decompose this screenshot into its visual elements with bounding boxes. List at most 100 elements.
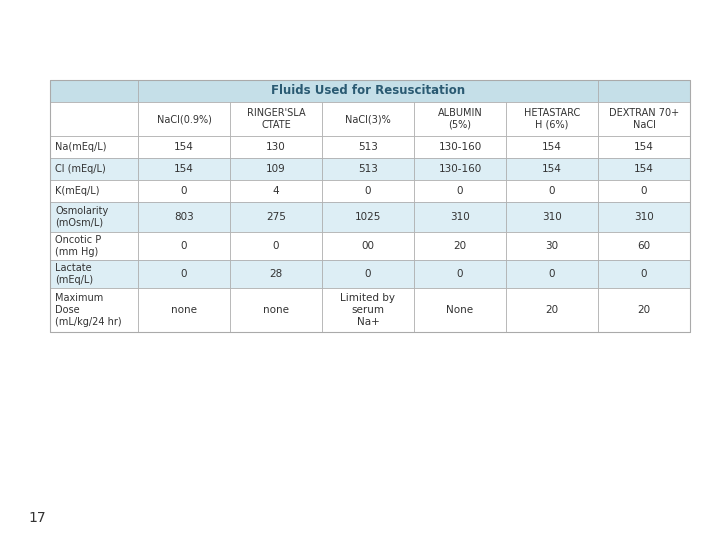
Bar: [598, 136, 690, 158]
Bar: [138, 202, 230, 232]
Bar: [322, 102, 414, 136]
Bar: [50, 158, 138, 180]
Text: RINGER'SLA
CTATE: RINGER'SLA CTATE: [247, 108, 305, 130]
Text: 0: 0: [641, 186, 647, 196]
Bar: [50, 80, 690, 332]
Bar: [50, 180, 138, 202]
Bar: [506, 102, 598, 136]
Text: 0: 0: [181, 269, 187, 279]
Text: 154: 154: [174, 142, 194, 152]
Text: none: none: [171, 305, 197, 315]
Bar: [138, 102, 230, 136]
Text: 310: 310: [450, 212, 470, 222]
Text: 0: 0: [456, 269, 463, 279]
Bar: [598, 102, 690, 136]
Bar: [230, 232, 322, 260]
Text: 0: 0: [273, 241, 279, 251]
Text: Lactate
(mEq/L): Lactate (mEq/L): [55, 263, 93, 285]
Text: 20: 20: [454, 241, 467, 251]
Bar: [138, 80, 598, 102]
Bar: [322, 136, 414, 158]
Text: Maximum
Dose
(mL/kg/24 hr): Maximum Dose (mL/kg/24 hr): [55, 293, 122, 327]
Bar: [506, 202, 598, 232]
Text: 154: 154: [174, 164, 194, 174]
Bar: [50, 102, 138, 136]
Text: Osmolarity
(mOsm/L): Osmolarity (mOsm/L): [55, 206, 108, 228]
Text: NaCl(3)%: NaCl(3)%: [345, 114, 391, 124]
Text: Cl (mEq/L): Cl (mEq/L): [55, 164, 106, 174]
Bar: [322, 180, 414, 202]
Text: 20: 20: [637, 305, 651, 315]
Bar: [598, 180, 690, 202]
Text: 0: 0: [549, 269, 555, 279]
Bar: [50, 232, 138, 260]
Bar: [138, 180, 230, 202]
Bar: [138, 232, 230, 260]
Bar: [50, 202, 138, 232]
Text: Fluids Used for Resuscitation: Fluids Used for Resuscitation: [271, 84, 465, 98]
Bar: [506, 158, 598, 180]
Bar: [230, 158, 322, 180]
Bar: [230, 180, 322, 202]
Bar: [506, 180, 598, 202]
Bar: [138, 136, 230, 158]
Text: 0: 0: [181, 241, 187, 251]
Bar: [506, 260, 598, 288]
Text: 109: 109: [266, 164, 286, 174]
Text: 0: 0: [549, 186, 555, 196]
Bar: [414, 202, 506, 232]
Text: 154: 154: [542, 142, 562, 152]
Bar: [322, 202, 414, 232]
Bar: [138, 260, 230, 288]
Text: 130: 130: [266, 142, 286, 152]
Text: ALBUMIN
(5%): ALBUMIN (5%): [438, 108, 482, 130]
Text: 4: 4: [273, 186, 279, 196]
Text: 00: 00: [361, 241, 374, 251]
Bar: [414, 288, 506, 332]
Text: 310: 310: [634, 212, 654, 222]
Text: 28: 28: [269, 269, 283, 279]
Bar: [598, 232, 690, 260]
Bar: [138, 158, 230, 180]
Bar: [322, 288, 414, 332]
Bar: [414, 260, 506, 288]
Bar: [50, 80, 138, 102]
Text: Na(mEq/L): Na(mEq/L): [55, 142, 107, 152]
Bar: [230, 102, 322, 136]
Bar: [230, 136, 322, 158]
Bar: [230, 202, 322, 232]
Bar: [506, 136, 598, 158]
Text: none: none: [263, 305, 289, 315]
Bar: [506, 288, 598, 332]
Bar: [322, 232, 414, 260]
Text: 513: 513: [358, 142, 378, 152]
Bar: [322, 158, 414, 180]
Text: 0: 0: [641, 269, 647, 279]
Bar: [50, 260, 138, 288]
Bar: [598, 158, 690, 180]
Bar: [414, 136, 506, 158]
Bar: [414, 180, 506, 202]
Text: 154: 154: [634, 142, 654, 152]
Bar: [598, 288, 690, 332]
Bar: [138, 288, 230, 332]
Text: 154: 154: [634, 164, 654, 174]
Text: None: None: [446, 305, 474, 315]
Bar: [230, 260, 322, 288]
Text: Oncotic P
(mm Hg): Oncotic P (mm Hg): [55, 235, 102, 257]
Text: 20: 20: [546, 305, 559, 315]
Text: NaCl(0.9%): NaCl(0.9%): [156, 114, 212, 124]
Text: 1025: 1025: [355, 212, 381, 222]
Text: 154: 154: [542, 164, 562, 174]
Bar: [230, 288, 322, 332]
Text: DEXTRAN 70+
NaCl: DEXTRAN 70+ NaCl: [609, 108, 679, 130]
Bar: [322, 260, 414, 288]
Bar: [50, 288, 138, 332]
Text: 0: 0: [181, 186, 187, 196]
Text: 30: 30: [546, 241, 559, 251]
Text: 0: 0: [365, 269, 372, 279]
Text: 803: 803: [174, 212, 194, 222]
Text: 513: 513: [358, 164, 378, 174]
Text: HETASTARC
H (6%): HETASTARC H (6%): [524, 108, 580, 130]
Text: 275: 275: [266, 212, 286, 222]
